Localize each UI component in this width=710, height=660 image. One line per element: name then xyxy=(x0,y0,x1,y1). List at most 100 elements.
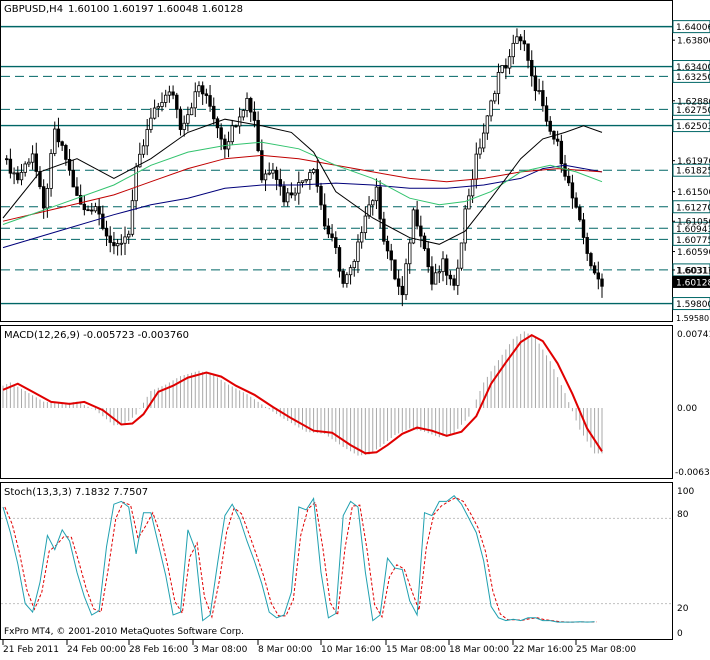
bull-candle xyxy=(115,243,120,247)
bull-candle xyxy=(456,267,460,286)
bull-candle xyxy=(478,147,482,155)
macd-series xyxy=(2,331,603,456)
bull-candle xyxy=(537,90,541,92)
bear-candle xyxy=(204,93,209,96)
time-axis-label: 15 Mar 08:00 xyxy=(386,645,446,655)
level-tag-label: 1.64006 xyxy=(676,23,710,33)
bull-candle xyxy=(308,172,312,180)
level-tag-label: 1.62750 xyxy=(676,106,710,116)
bear-candle xyxy=(504,64,508,69)
bull-candle xyxy=(149,117,153,130)
ma-green-line xyxy=(2,141,603,225)
price-scale-label: 1.61500 xyxy=(677,188,710,198)
bull-candle xyxy=(163,94,168,103)
ma-red-line xyxy=(2,154,603,222)
bear-candle xyxy=(330,233,334,238)
bear-candle xyxy=(208,95,212,107)
bull-candle xyxy=(286,192,290,203)
ma-blue-line xyxy=(2,164,603,249)
bull-candle xyxy=(134,166,138,202)
bull-candle xyxy=(463,208,467,244)
bull-candle xyxy=(311,169,316,173)
bear-candle xyxy=(589,253,593,267)
bear-candle xyxy=(319,185,323,206)
level-tag-label: 1.60311 xyxy=(676,266,710,276)
bear-candle xyxy=(533,75,538,92)
bear-candle xyxy=(234,125,238,128)
bull-candle xyxy=(263,173,268,181)
bull-candle xyxy=(119,242,124,245)
time-axis-label: 10 Mar 16:00 xyxy=(321,645,381,655)
bull-candle xyxy=(12,172,16,175)
price-scale-label: 1.61050 xyxy=(677,218,710,228)
bull-candle xyxy=(271,169,275,174)
bull-candle xyxy=(241,110,246,118)
bull-candle xyxy=(230,125,234,143)
level-tag-box xyxy=(672,163,710,177)
time-axis-label: 3 Mar 08:00 xyxy=(193,645,248,655)
bull-candle xyxy=(459,242,464,269)
bear-candle xyxy=(400,285,405,296)
bull-candle xyxy=(304,179,308,182)
bull-candle xyxy=(507,56,512,69)
bear-candle xyxy=(289,192,294,196)
bear-candle xyxy=(522,40,527,45)
bull-candle xyxy=(345,274,349,284)
bear-candle xyxy=(278,179,283,187)
bear-candle xyxy=(252,111,257,121)
bull-candle xyxy=(49,153,53,189)
bear-candle xyxy=(175,94,179,110)
price-scale-label: 1.63800 xyxy=(677,37,710,47)
level-tag-box xyxy=(672,232,710,246)
partial-price-label: 1.59580 xyxy=(676,314,709,323)
level-tag-box xyxy=(672,102,710,116)
bull-candle xyxy=(474,153,478,180)
bull-candle xyxy=(374,186,379,202)
bull-candle xyxy=(130,200,135,235)
bear-candle xyxy=(60,141,64,146)
bear-candle xyxy=(90,209,94,212)
bear-candle xyxy=(8,158,13,174)
macd-scale-bottom: -0.00634 xyxy=(675,468,710,478)
bear-candle xyxy=(426,248,430,268)
level-tag-box xyxy=(672,119,710,133)
bull-candle xyxy=(182,122,186,130)
bull-candle xyxy=(356,241,360,262)
time-axis-label: 21 Feb 2011 xyxy=(3,645,59,655)
bull-candle xyxy=(411,209,416,244)
bear-candle xyxy=(219,127,223,140)
bear-candle xyxy=(559,140,564,165)
bull-candle xyxy=(123,236,127,244)
bear-candle xyxy=(393,259,397,280)
bull-candle xyxy=(367,204,371,217)
level-tag-label: 1.62503 xyxy=(676,122,710,132)
stoch-level-100: 100 xyxy=(677,487,694,497)
bull-candle xyxy=(30,153,35,163)
bear-candle xyxy=(530,59,534,77)
level-tag-box xyxy=(672,20,710,34)
bull-candle xyxy=(500,64,504,73)
main-panel-ohlc: 1.60100 1.60197 1.60048 1.60128 xyxy=(68,4,243,15)
bear-candle xyxy=(82,203,87,211)
bear-candle xyxy=(422,235,427,250)
level-tag-box xyxy=(672,69,710,83)
bear-candle xyxy=(67,158,72,171)
moving-averages xyxy=(2,118,603,249)
bear-candle xyxy=(212,105,216,120)
bear-candle xyxy=(334,237,338,248)
stoch-level-0: 0 xyxy=(677,629,683,639)
level-tag-box xyxy=(672,297,710,311)
bear-candle xyxy=(592,265,597,274)
level-tag-label: 1.63250 xyxy=(676,73,710,83)
bear-candle xyxy=(315,169,319,187)
bull-candle xyxy=(481,132,486,149)
price-scale-label: 1.61970 xyxy=(677,157,710,167)
bear-candle xyxy=(378,186,382,220)
macd-signal-line xyxy=(2,333,603,455)
bear-candle xyxy=(526,43,530,61)
bear-candle xyxy=(282,185,286,203)
bear-candle xyxy=(396,278,401,287)
level-tag-box xyxy=(672,200,710,214)
